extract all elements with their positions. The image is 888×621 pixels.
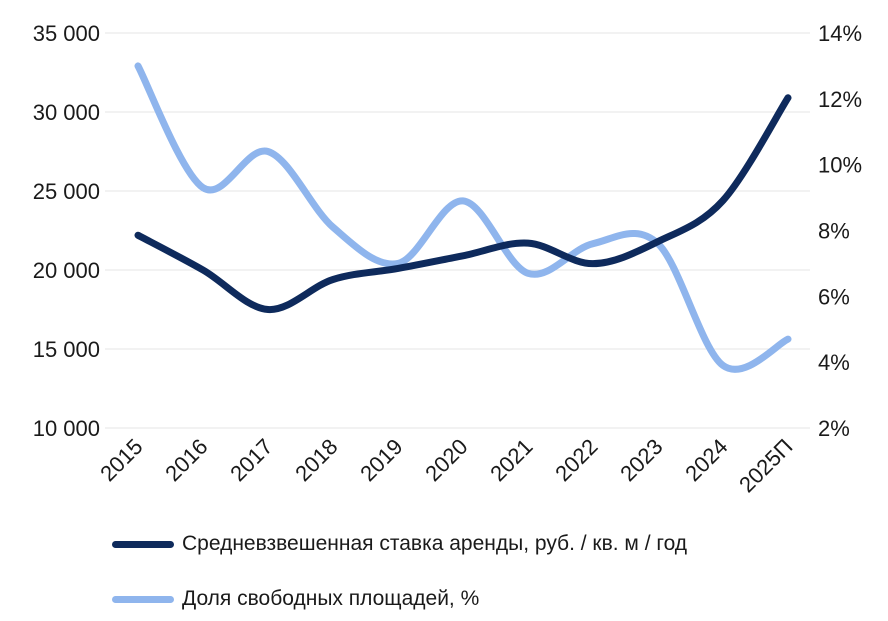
left-tick-label: 25 000	[33, 179, 100, 204]
right-tick-label: 8%	[818, 219, 850, 244]
x-tick-label: 2023	[615, 434, 667, 486]
legend-swatch-vacancy	[112, 595, 174, 603]
x-tick-label: 2018	[290, 434, 342, 486]
gridlines	[105, 32, 810, 429]
series-lines	[134, 62, 792, 373]
right-tick-label: 14%	[818, 21, 862, 46]
legend-label-rent: Средневзвешенная ставка аренды, руб. / к…	[182, 532, 688, 555]
left-tick-label: 20 000	[33, 258, 100, 283]
left-tick-label: 10 000	[33, 416, 100, 441]
legend-item-vacancy: Доля свободных площадей, %	[112, 587, 479, 611]
right-axis: 2% 4% 6% 8% 10% 12% 14%	[818, 21, 862, 441]
x-tick-label: 2016	[160, 434, 212, 486]
x-tick-label: 2017	[225, 434, 277, 486]
right-tick-label: 4%	[818, 350, 850, 375]
right-tick-label: 12%	[818, 87, 862, 112]
x-tick-label: 2019	[355, 434, 407, 486]
x-axis: 2015 2016 2017 2018 2019 2020 2021 2022 2023 2024…	[95, 434, 797, 497]
x-tick-label: 2024	[680, 434, 732, 486]
left-tick-label: 35 000	[33, 21, 100, 46]
x-tick-label: 2022	[550, 434, 602, 486]
legend-label-vacancy: Доля свободных площадей, %	[182, 587, 480, 610]
legend-swatch-rent	[112, 540, 174, 548]
right-tick-label: 6%	[818, 284, 850, 309]
line-chart: 10 000 15 000 20 000 25 000 30 000 35 000 2% 4…	[33, 21, 862, 497]
x-tick-label: 2025П	[734, 434, 797, 497]
left-tick-label: 15 000	[33, 337, 100, 362]
x-tick-label: 2021	[485, 434, 537, 486]
vacancy-series-line	[134, 62, 792, 373]
x-tick-label: 2015	[95, 434, 147, 486]
right-tick-label: 10%	[818, 153, 862, 178]
right-tick-label: 2%	[818, 416, 850, 441]
left-axis: 10 000 15 000 20 000 25 000 30 000 35 000	[33, 21, 100, 441]
rent-series-line	[134, 94, 792, 313]
left-tick-label: 30 000	[33, 100, 100, 125]
x-tick-label: 2020	[420, 434, 472, 486]
legend-item-rent: Средневзвешенная ставка аренды, руб. / к…	[112, 532, 687, 556]
